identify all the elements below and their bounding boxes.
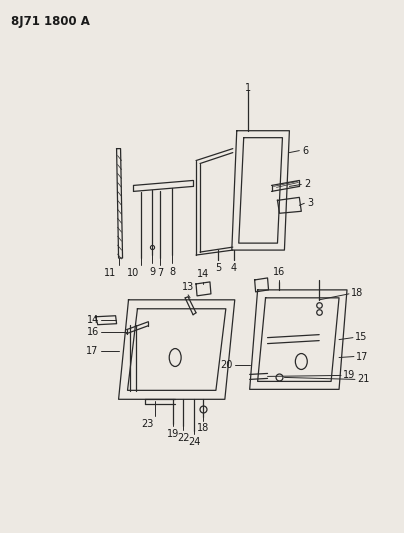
Text: 24: 24 — [188, 437, 200, 447]
Text: 9: 9 — [149, 267, 156, 277]
Text: 15: 15 — [355, 332, 367, 342]
Text: 14: 14 — [86, 314, 99, 325]
Text: 18: 18 — [351, 288, 363, 298]
Text: 1: 1 — [244, 83, 251, 93]
Text: 10: 10 — [127, 268, 139, 278]
Text: 23: 23 — [141, 419, 154, 429]
Text: 7: 7 — [157, 268, 163, 278]
Text: 18: 18 — [197, 423, 209, 433]
Text: 20: 20 — [221, 360, 233, 370]
Text: 11: 11 — [104, 268, 117, 278]
Text: 3: 3 — [307, 198, 314, 208]
Text: 19: 19 — [343, 370, 355, 381]
Text: 17: 17 — [356, 352, 368, 361]
Text: 17: 17 — [86, 345, 99, 356]
Text: 22: 22 — [177, 433, 189, 443]
Text: 14: 14 — [197, 269, 209, 279]
Text: 19: 19 — [167, 429, 179, 439]
Text: 16: 16 — [274, 267, 286, 277]
Text: 8: 8 — [169, 267, 175, 277]
Text: 5: 5 — [215, 263, 221, 273]
Text: 16: 16 — [86, 327, 99, 337]
Text: 8J71 1800 A: 8J71 1800 A — [11, 15, 90, 28]
Text: 2: 2 — [304, 180, 311, 189]
Text: 13: 13 — [182, 282, 194, 292]
Text: 6: 6 — [302, 146, 308, 156]
Text: 21: 21 — [357, 374, 369, 384]
Text: 4: 4 — [231, 263, 237, 273]
